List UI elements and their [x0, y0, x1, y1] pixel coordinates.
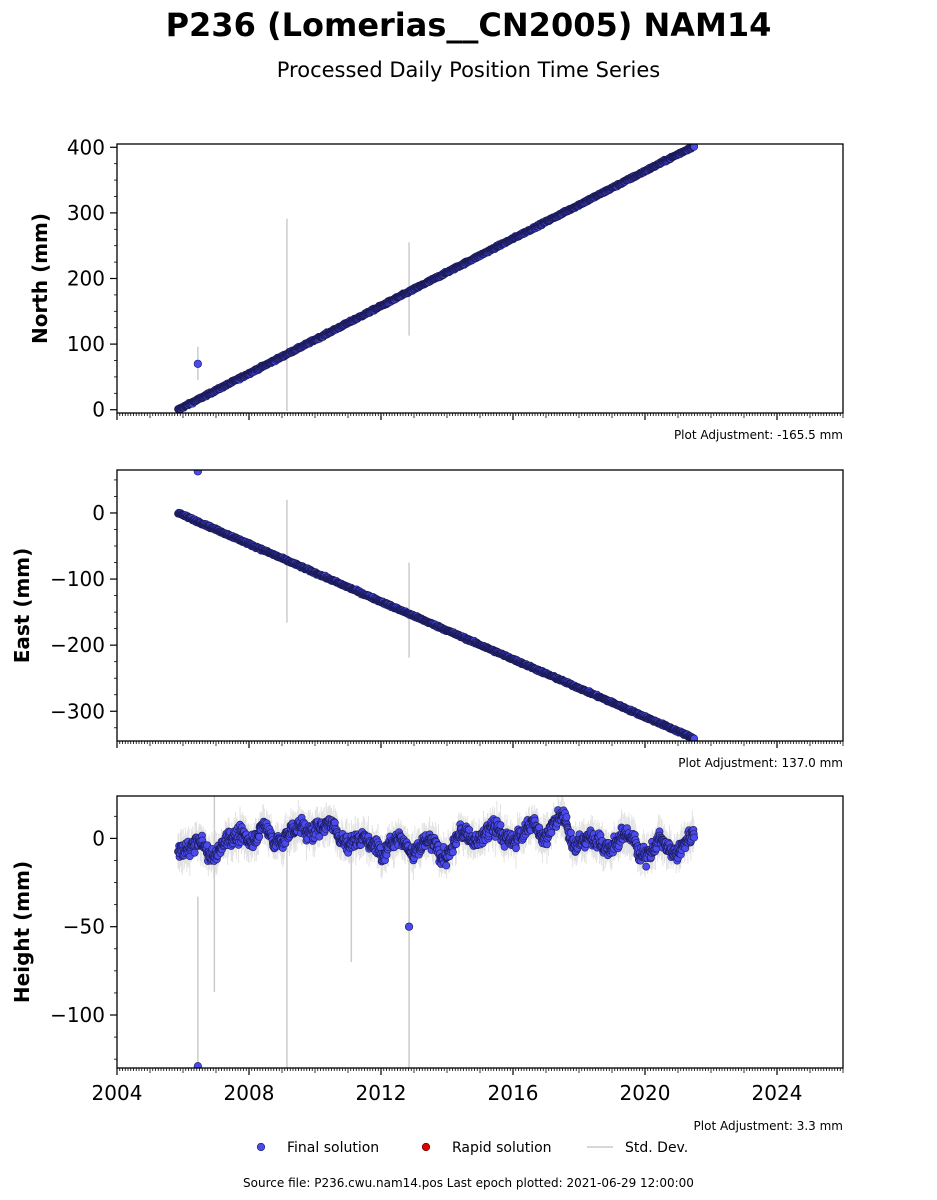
y-tick-label-east-2: −200: [50, 633, 105, 657]
x-tick-label-2020: 2020: [620, 1081, 671, 1105]
y-tick-label-north-1: 100: [67, 332, 105, 356]
chart-subtitle: Processed Daily Position Time Series: [276, 58, 661, 82]
y-tick-label-height-2: −100: [50, 1003, 105, 1027]
plot-area-east: [174, 470, 699, 741]
y-tick-label-north-4: 400: [67, 135, 105, 159]
y-tick-label-height-1: −50: [63, 915, 105, 939]
y-ticks-north: [110, 146, 117, 411]
y-axis-label-north: North (mm): [28, 213, 52, 344]
panel-north: 0 100 200 300 400 North (mm) Plot Adjustment: …: [28, 135, 844, 442]
x-tick-label-2012: 2012: [356, 1081, 407, 1105]
source-footer: Source file: P236.cwu.nam14.pos Last epo…: [243, 1176, 694, 1190]
y-tick-label-east-1: −100: [50, 567, 105, 591]
outlier-point-height-0: [404, 922, 414, 931]
x-ticks-east: [116, 741, 844, 748]
plot-adjustment-east: Plot Adjustment: 137.0 mm: [678, 756, 843, 770]
chart-title: P236 (Lomerias__CN2005) NAM14: [165, 6, 772, 44]
panel-east: 0 −100 −200 −300 East (mm) Plot Adjustment: 1…: [10, 469, 844, 770]
final-solution-points-north: [174, 144, 699, 413]
x-tick-label-2024: 2024: [752, 1081, 803, 1105]
y-tick-label-height-0: 0: [92, 826, 105, 850]
y-axis-label-height: Height (mm): [10, 861, 34, 1003]
axes-frame-north: [116, 143, 844, 414]
y-axis-label-east: East (mm): [10, 548, 34, 664]
legend-marker-rapid: [421, 1142, 431, 1152]
legend-label-rapid: Rapid solution: [452, 1140, 552, 1156]
outlier-point-north-0: [193, 359, 202, 368]
y-ticks-height: [110, 815, 117, 1060]
y-ticks-east: [110, 479, 117, 729]
y-tick-label-north-2: 200: [67, 267, 105, 291]
final-solution-points-east: [174, 508, 699, 741]
x-ticks-north: [116, 413, 844, 420]
plot-adjustment-height: Plot Adjustment: 3.3 mm: [694, 1119, 843, 1133]
y-tick-label-east-3: −300: [50, 699, 105, 723]
x-ticks-height: [116, 1068, 844, 1075]
plot-area-north: [174, 144, 699, 413]
x-tick-label-2016: 2016: [488, 1081, 539, 1105]
y-tick-label-north-0: 0: [92, 398, 105, 422]
axes-frame-east: [116, 469, 844, 742]
plot-area-height: [174, 796, 699, 1068]
y-tick-label-north-3: 300: [67, 201, 105, 225]
y-tick-label-east-0: 0: [92, 501, 105, 525]
legend-marker-final: [256, 1142, 266, 1152]
outlier-point-height-1: [193, 1062, 202, 1068]
final-solution-points-height: [174, 806, 699, 871]
legend-label-final: Final solution: [287, 1140, 379, 1156]
x-tick-label-2008: 2008: [224, 1081, 275, 1105]
plot-adjustment-north: Plot Adjustment: -165.5 mm: [674, 428, 843, 442]
outlier-point-east-0: [193, 470, 202, 476]
legend-label-stddev: Std. Dev.: [625, 1140, 688, 1156]
legend: Final solution Rapid solution Std. Dev.: [256, 1140, 688, 1156]
panel-height: 2004 2008 2012 2016 2020 2024 0 −50 −100 Height (…: [10, 795, 844, 1133]
x-tick-label-2004: 2004: [92, 1081, 143, 1105]
